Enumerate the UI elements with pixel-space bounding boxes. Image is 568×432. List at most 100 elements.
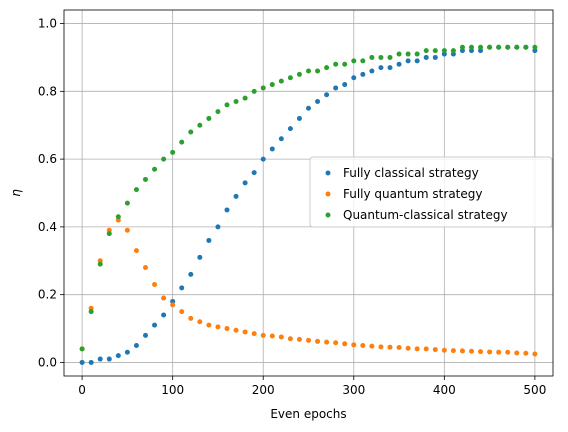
data-point — [242, 95, 248, 101]
data-point — [351, 58, 357, 64]
data-point — [432, 48, 438, 54]
data-point — [242, 329, 248, 335]
data-point — [505, 349, 511, 355]
data-point — [414, 51, 420, 57]
data-point — [143, 176, 148, 182]
data-point — [197, 122, 203, 128]
data-point — [115, 353, 121, 359]
data-point — [251, 331, 257, 337]
data-point — [106, 231, 112, 237]
data-point — [342, 61, 348, 67]
x-tick-label: 500 — [523, 383, 546, 397]
data-point — [487, 44, 493, 50]
data-point — [287, 336, 293, 342]
data-point — [97, 356, 103, 362]
data-point — [296, 336, 302, 342]
data-point — [115, 214, 121, 220]
x-tick-label: 0 — [78, 383, 86, 397]
data-point — [133, 187, 139, 193]
data-point — [315, 99, 321, 104]
data-point — [224, 207, 230, 213]
data-point — [215, 324, 221, 330]
data-point — [351, 75, 357, 81]
x-axis-label: Even epochs — [270, 407, 346, 421]
data-point — [79, 346, 85, 352]
data-point — [469, 348, 474, 354]
data-point — [478, 349, 484, 355]
data-point — [233, 99, 239, 104]
data-point — [306, 337, 311, 343]
data-point — [278, 136, 284, 142]
data-point — [188, 315, 194, 321]
data-point — [514, 44, 520, 50]
data-point — [378, 344, 384, 350]
data-point — [88, 359, 94, 365]
data-point — [287, 126, 293, 132]
x-tick-label: 100 — [161, 383, 184, 397]
data-point — [133, 343, 139, 348]
y-tick-label: 0.0 — [38, 355, 57, 369]
data-point — [432, 54, 438, 60]
data-point — [242, 180, 248, 186]
data-point — [296, 71, 302, 77]
data-point — [523, 350, 529, 356]
data-point — [441, 347, 447, 353]
data-point — [387, 54, 393, 60]
data-point — [106, 356, 112, 362]
legend-entry-label: Fully classical strategy — [343, 166, 479, 180]
data-point — [197, 319, 203, 325]
data-point — [161, 295, 167, 301]
data-point — [369, 343, 375, 349]
data-point — [315, 68, 321, 74]
data-point — [378, 65, 384, 71]
data-point — [333, 340, 339, 346]
data-point — [179, 139, 185, 145]
data-point — [124, 200, 130, 206]
data-point — [532, 351, 538, 357]
data-point — [152, 166, 158, 172]
x-tick-label: 400 — [433, 383, 456, 397]
data-point — [369, 54, 375, 60]
data-point — [269, 146, 275, 152]
data-point — [79, 359, 85, 365]
y-axis-label: η — [9, 189, 23, 197]
plot-frame — [63, 9, 554, 377]
data-point — [487, 349, 493, 355]
data-point — [124, 227, 130, 233]
y-tick-label: 1.0 — [38, 17, 57, 31]
y-tick-label: 0.4 — [38, 220, 57, 234]
y-tick-label: 0.8 — [38, 84, 57, 98]
data-point — [496, 349, 502, 355]
legend-box — [309, 156, 553, 228]
data-point — [396, 61, 402, 67]
data-point — [423, 54, 429, 60]
series-group — [79, 44, 538, 352]
data-point — [450, 348, 456, 354]
data-point — [215, 109, 221, 115]
data-point — [405, 345, 411, 351]
data-point — [414, 58, 420, 64]
data-point — [405, 58, 411, 64]
data-point — [342, 82, 348, 88]
data-point — [269, 333, 275, 339]
data-point — [224, 326, 230, 332]
data-point — [387, 344, 393, 350]
data-point — [251, 170, 257, 176]
data-point — [315, 338, 321, 344]
data-point — [143, 265, 148, 271]
data-point — [206, 115, 212, 121]
data-point — [152, 282, 158, 287]
data-point — [523, 44, 529, 50]
data-point — [206, 237, 212, 243]
legend-marker — [325, 170, 331, 176]
data-point — [324, 92, 330, 98]
data-point — [342, 341, 348, 347]
data-point — [188, 271, 194, 277]
data-point — [179, 309, 185, 315]
data-point — [278, 334, 284, 340]
x-tick-label: 300 — [342, 383, 365, 397]
data-point — [333, 61, 339, 67]
data-point — [278, 78, 284, 84]
data-point — [170, 302, 176, 308]
y-tick-label: 0.6 — [38, 152, 57, 166]
